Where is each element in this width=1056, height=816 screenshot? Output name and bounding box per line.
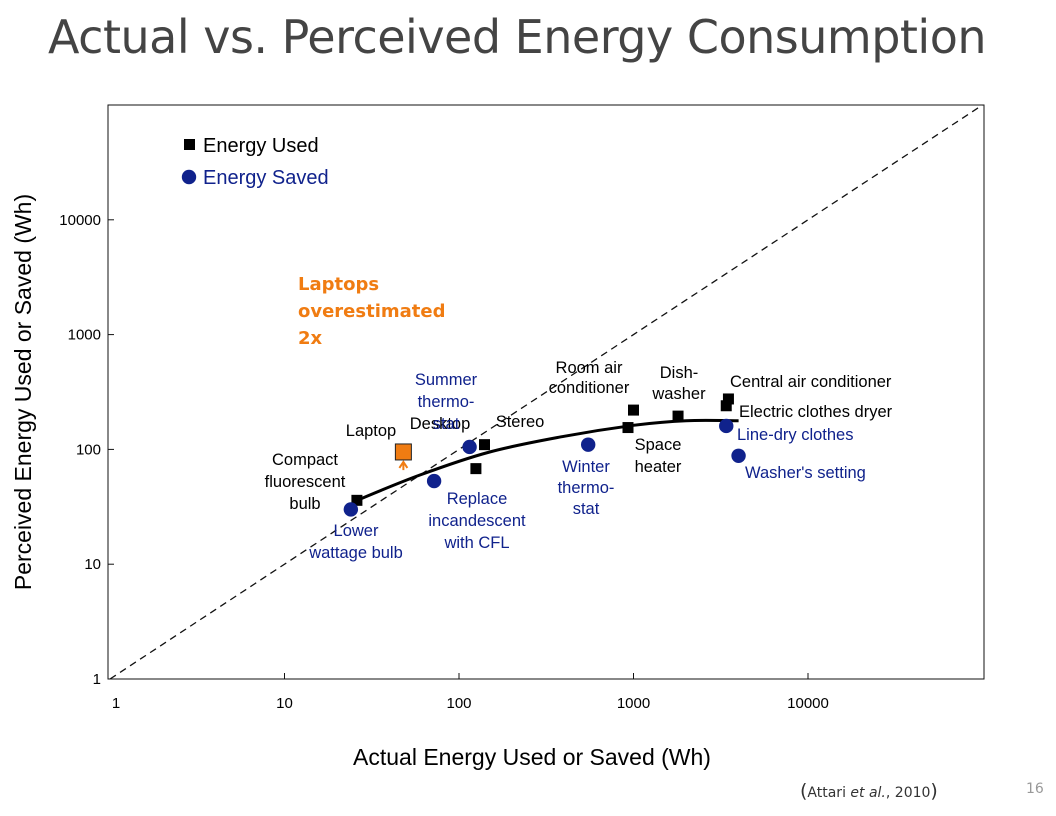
energy-saved-marker [426, 473, 442, 489]
y-tick-label: 1 [93, 671, 101, 688]
annotation-arrow-head [398, 460, 409, 469]
x-tick-label: 10 [276, 695, 293, 712]
energy-used-marker [351, 494, 363, 506]
point-label: thermo- [558, 479, 615, 497]
annotation-text: overestimated [298, 301, 445, 322]
point-label: fluorescent [265, 473, 346, 491]
x-axis-title: Actual Energy Used or Saved (Wh) [353, 744, 711, 770]
point-label: Electric clothes dryer [739, 403, 893, 421]
legend-square-icon [184, 139, 195, 150]
citation-author: Attari [807, 785, 851, 801]
point-label: heater [635, 458, 682, 476]
x-axis-ticks: 1 10 100 1000 10000 [112, 673, 829, 712]
energy-saved-marker [731, 448, 746, 463]
point-label: Central air conditioner [730, 373, 892, 391]
point-label: wattage bulb [308, 544, 403, 562]
citation-close-paren: ) [930, 780, 938, 802]
y-tick-label: 10000 [59, 212, 101, 229]
point-label: with CFL [443, 534, 509, 552]
point-label: bulb [289, 495, 320, 513]
x-tick-label: 100 [446, 695, 471, 712]
point-label: thermo- [418, 393, 475, 411]
point-label: Line-dry clothes [737, 426, 853, 444]
citation: (Attari et al., 2010) [800, 780, 938, 802]
point-label: stat [433, 415, 460, 433]
slide-title: Actual vs. Perceived Energy Consumption [48, 10, 987, 64]
reference-line-y-equals-x [109, 104, 983, 680]
energy-saved-marker [580, 437, 596, 452]
y-tick-label: 10 [84, 556, 101, 573]
point-label: Compact [272, 451, 338, 469]
point-label: stat [573, 500, 600, 518]
y-axis-ticks: 1 10 100 1000 10000 [59, 212, 114, 688]
citation-etal: et al. [850, 785, 886, 801]
x-tick-label: 1 [112, 695, 120, 712]
point-label: Washer's setting [745, 464, 866, 482]
annotation-text: Laptops [298, 274, 379, 295]
energy-used-marker [478, 439, 490, 451]
point-label: Room air [556, 359, 623, 377]
y-axis-title: Perceived Energy Used or Saved (Wh) [10, 194, 36, 590]
energy-used-marker [622, 422, 634, 434]
y-tick-label: 1000 [68, 327, 101, 344]
energy-saved-marker [462, 439, 477, 455]
point-label: conditioner [549, 379, 630, 397]
point-label: Lower [334, 522, 379, 540]
point-label: Space [635, 436, 682, 454]
data-points [343, 393, 746, 517]
energy-saved-marker [343, 502, 359, 517]
annotation-text: 2x [298, 328, 323, 349]
citation-year: , 2010 [885, 785, 931, 801]
legend-entry-energy-used: Energy Used [203, 135, 319, 157]
page-number: 16 [1026, 781, 1044, 797]
energy-used-marker [672, 410, 684, 422]
energy-used-marker [628, 404, 639, 416]
x-tick-label: 10000 [787, 695, 829, 712]
trend-curve [356, 418, 739, 502]
point-label: Laptop [346, 422, 396, 440]
energy-used-marker [722, 393, 734, 405]
point-label: Winter [562, 458, 610, 476]
energy-saved-marker [719, 418, 734, 434]
legend: Energy Used Energy Saved [181, 135, 329, 189]
point-label: washer [651, 385, 706, 403]
point-label: Desktop [410, 415, 471, 433]
point-label: Summer [415, 371, 478, 389]
legend-circle-icon [181, 169, 197, 185]
legend-entry-energy-saved: Energy Saved [203, 167, 329, 189]
y-tick-label: 100 [76, 441, 101, 458]
point-label: incandescent [428, 512, 526, 530]
point-label: Dish- [660, 364, 699, 382]
point-label: Stereo [496, 413, 545, 431]
highlight-square-marker [394, 443, 412, 461]
point-label: Replace [447, 490, 508, 508]
citation-open-paren: ( [800, 780, 808, 802]
energy-used-marker [720, 400, 732, 412]
point-labels: Compact fluorescent bulb Laptop Desktop Stere… [265, 359, 893, 562]
energy-used-marker [470, 463, 482, 475]
x-tick-label: 1000 [617, 695, 650, 712]
annotation: Laptops overestimated 2x [298, 274, 445, 471]
